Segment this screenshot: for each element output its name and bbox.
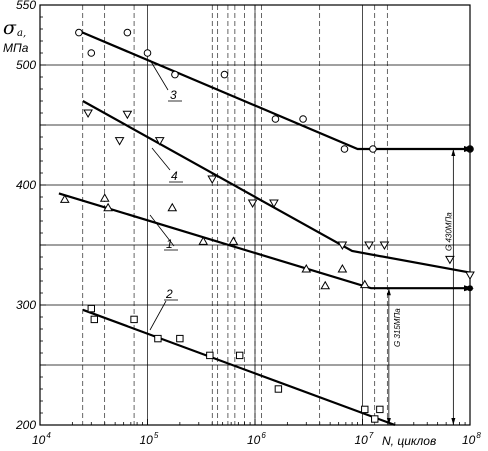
marker-series-3 [271, 115, 280, 123]
y-tick-label: 550 [16, 0, 36, 12]
annotation-315: G 315МПа [393, 308, 402, 347]
marker-series-4 [114, 137, 125, 146]
curve-label-3: 3 [170, 88, 177, 102]
marker-series-3 [87, 49, 96, 57]
curve-leader-2 [149, 300, 167, 331]
x-tick-label: 108 [462, 431, 481, 447]
y-tick-label: 400 [16, 178, 36, 192]
runout-arrow [464, 146, 474, 152]
dimension-arrow-315-bottom [386, 418, 391, 425]
marker-series-4 [364, 241, 374, 251]
marker-series-1 [301, 263, 312, 273]
dimension-arrow-430-bottom [451, 418, 456, 425]
marker-series-2 [376, 405, 384, 414]
marker-series-4 [122, 110, 133, 120]
marker-series-4 [465, 271, 475, 281]
marker-series-1 [99, 193, 110, 202]
marker-series-4 [269, 199, 279, 209]
marker-series-2 [154, 334, 162, 343]
y-tick-label: 500 [16, 58, 36, 72]
marker-series-2 [176, 334, 184, 343]
curve-label-1: 1 [166, 237, 173, 251]
fit-line-2 [82, 308, 396, 427]
labels: 104 105 106 107 108 200 300 400 500 550 1 2 3 4 G 315М… [15, 0, 481, 447]
marker-series-3 [75, 28, 83, 37]
axes [39, 4, 471, 426]
x-tick-label: 106 [247, 431, 266, 447]
marker-series-3 [171, 70, 179, 79]
marker-series-2 [206, 351, 214, 360]
marker-series-1 [103, 202, 113, 212]
marker-series-3 [123, 28, 132, 37]
marker-series-2 [235, 351, 244, 360]
marker-series-4 [445, 255, 455, 265]
marker-series-3 [340, 145, 349, 153]
x-tick-label: 107 [355, 431, 374, 447]
curve-leader-3 [149, 59, 169, 91]
marker-series-4 [83, 109, 93, 119]
y-axis-sigma-label: σa, [3, 17, 26, 39]
marker-series-4 [379, 241, 390, 251]
marker-series-1 [228, 236, 239, 245]
marker-series-2 [90, 315, 99, 324]
annotation-430: G 430МПа [444, 212, 453, 251]
marker-series-2 [274, 385, 283, 393]
curve-leader-4 [151, 147, 171, 171]
x-axis-label: N, циклов [382, 434, 436, 448]
curve-label-2: 2 [165, 287, 173, 301]
dimension-arrow-315 [386, 288, 391, 296]
data-markers [59, 28, 475, 423]
runout-arrow [464, 285, 474, 292]
fit-line-3 [82, 31, 470, 151]
fit-line-1 [58, 192, 470, 290]
marker-series-4 [154, 137, 165, 146]
grid [40, 5, 470, 425]
marker-series-4 [207, 175, 218, 185]
y-tick-label: 200 [15, 418, 36, 432]
y-axis-unit-label: МПа [3, 41, 29, 55]
marker-series-3 [143, 49, 152, 57]
curve-label-4: 4 [171, 169, 178, 183]
marker-series-1 [167, 202, 178, 212]
marker-series-1 [198, 236, 209, 245]
marker-series-4 [337, 241, 348, 251]
marker-series-3 [220, 70, 229, 79]
marker-series-1 [337, 263, 348, 273]
marker-series-3 [369, 145, 377, 153]
marker-series-4 [247, 199, 258, 209]
y-tick-label: 300 [16, 298, 36, 312]
curve-leader-1 [149, 214, 175, 247]
marker-series-2 [361, 405, 369, 414]
x-tick-label: 105 [140, 431, 159, 447]
marker-series-2 [87, 304, 95, 313]
marker-series-1 [359, 279, 370, 289]
marker-series-2 [130, 315, 138, 324]
x-tick-label: 104 [32, 431, 51, 447]
marker-series-1 [59, 194, 70, 203]
marker-series-1 [320, 280, 331, 290]
fit-line-4 [82, 100, 471, 274]
dimension-arrow-430 [451, 149, 456, 156]
fit-lines [58, 31, 471, 427]
marker-series-3 [299, 115, 307, 123]
marker-series-2 [371, 415, 379, 423]
